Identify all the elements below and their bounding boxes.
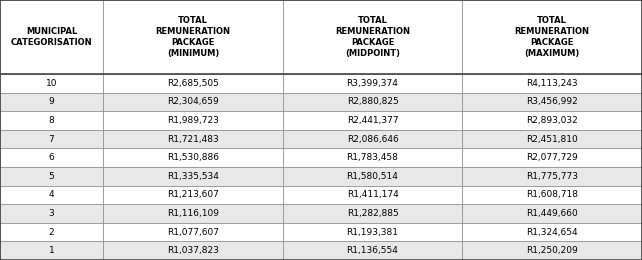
Bar xyxy=(103,186,282,204)
Bar xyxy=(462,241,642,260)
Bar xyxy=(103,74,282,93)
Text: R3,456,992: R3,456,992 xyxy=(526,98,578,107)
Bar xyxy=(282,130,462,148)
Bar xyxy=(0,241,103,260)
Text: TOTAL
REMUNERATION
PACKAGE
(MAXIMUM): TOTAL REMUNERATION PACKAGE (MAXIMUM) xyxy=(515,16,590,58)
Bar xyxy=(282,111,462,130)
Text: R2,451,810: R2,451,810 xyxy=(526,135,578,144)
Text: R1,783,458: R1,783,458 xyxy=(347,153,399,162)
Text: R1,250,209: R1,250,209 xyxy=(526,246,578,255)
Bar xyxy=(103,241,282,260)
Bar xyxy=(103,167,282,186)
Bar xyxy=(0,223,103,241)
Text: 10: 10 xyxy=(46,79,57,88)
Text: 1: 1 xyxy=(49,246,55,255)
Bar xyxy=(282,186,462,204)
Text: R2,441,377: R2,441,377 xyxy=(347,116,399,125)
Text: R1,213,607: R1,213,607 xyxy=(167,190,219,199)
Text: R2,086,646: R2,086,646 xyxy=(347,135,399,144)
Bar xyxy=(0,167,103,186)
Text: 6: 6 xyxy=(49,153,55,162)
Bar xyxy=(282,204,462,223)
Text: R1,721,483: R1,721,483 xyxy=(167,135,219,144)
Text: R2,880,825: R2,880,825 xyxy=(347,98,399,107)
Text: R1,411,174: R1,411,174 xyxy=(347,190,399,199)
Text: 2: 2 xyxy=(49,228,55,237)
Bar xyxy=(462,130,642,148)
Text: R2,304,659: R2,304,659 xyxy=(167,98,219,107)
Bar xyxy=(282,167,462,186)
Bar xyxy=(103,0,282,74)
Bar xyxy=(0,186,103,204)
Text: R1,193,381: R1,193,381 xyxy=(347,228,399,237)
Bar xyxy=(103,111,282,130)
Bar xyxy=(0,74,103,93)
Text: R1,335,534: R1,335,534 xyxy=(167,172,219,181)
Bar xyxy=(462,74,642,93)
Bar xyxy=(462,223,642,241)
Text: R1,989,723: R1,989,723 xyxy=(167,116,219,125)
Text: TOTAL
REMUNERATION
PACKAGE
(MIDPOINT): TOTAL REMUNERATION PACKAGE (MIDPOINT) xyxy=(335,16,410,58)
Text: R1,037,823: R1,037,823 xyxy=(167,246,219,255)
Bar xyxy=(103,130,282,148)
Bar xyxy=(462,93,642,111)
Bar xyxy=(462,167,642,186)
Bar xyxy=(282,241,462,260)
Text: 3: 3 xyxy=(49,209,55,218)
Text: R4,113,243: R4,113,243 xyxy=(526,79,578,88)
Text: 5: 5 xyxy=(49,172,55,181)
Bar xyxy=(0,148,103,167)
Bar xyxy=(282,93,462,111)
Bar xyxy=(282,148,462,167)
Bar xyxy=(462,0,642,74)
Text: 8: 8 xyxy=(49,116,55,125)
Text: R1,136,554: R1,136,554 xyxy=(347,246,399,255)
Text: R1,775,773: R1,775,773 xyxy=(526,172,578,181)
Bar xyxy=(103,204,282,223)
Bar xyxy=(462,111,642,130)
Text: R2,893,032: R2,893,032 xyxy=(526,116,578,125)
Text: R1,282,885: R1,282,885 xyxy=(347,209,399,218)
Text: R1,077,607: R1,077,607 xyxy=(167,228,219,237)
Bar xyxy=(0,93,103,111)
Text: R1,608,718: R1,608,718 xyxy=(526,190,578,199)
Text: TOTAL
REMUNERATION
PACKAGE
(MINIMUM): TOTAL REMUNERATION PACKAGE (MINIMUM) xyxy=(155,16,230,58)
Text: R1,580,514: R1,580,514 xyxy=(347,172,399,181)
Text: 9: 9 xyxy=(49,98,55,107)
Text: R2,077,729: R2,077,729 xyxy=(526,153,578,162)
Text: R2,685,505: R2,685,505 xyxy=(167,79,219,88)
Text: R1,324,654: R1,324,654 xyxy=(526,228,578,237)
Bar xyxy=(0,130,103,148)
Text: R1,116,109: R1,116,109 xyxy=(167,209,219,218)
Bar xyxy=(0,111,103,130)
Bar xyxy=(282,223,462,241)
Text: MUNICIPAL
CATEGORISATION: MUNICIPAL CATEGORISATION xyxy=(11,27,92,47)
Bar xyxy=(103,93,282,111)
Bar xyxy=(282,74,462,93)
Bar xyxy=(282,0,462,74)
Text: R3,399,374: R3,399,374 xyxy=(347,79,399,88)
Text: R1,449,660: R1,449,660 xyxy=(526,209,578,218)
Bar xyxy=(462,186,642,204)
Bar xyxy=(103,148,282,167)
Bar xyxy=(0,0,103,74)
Bar xyxy=(462,148,642,167)
Text: R1,530,886: R1,530,886 xyxy=(167,153,219,162)
Bar xyxy=(103,223,282,241)
Bar xyxy=(462,204,642,223)
Bar xyxy=(0,204,103,223)
Text: 7: 7 xyxy=(49,135,55,144)
Text: 4: 4 xyxy=(49,190,55,199)
